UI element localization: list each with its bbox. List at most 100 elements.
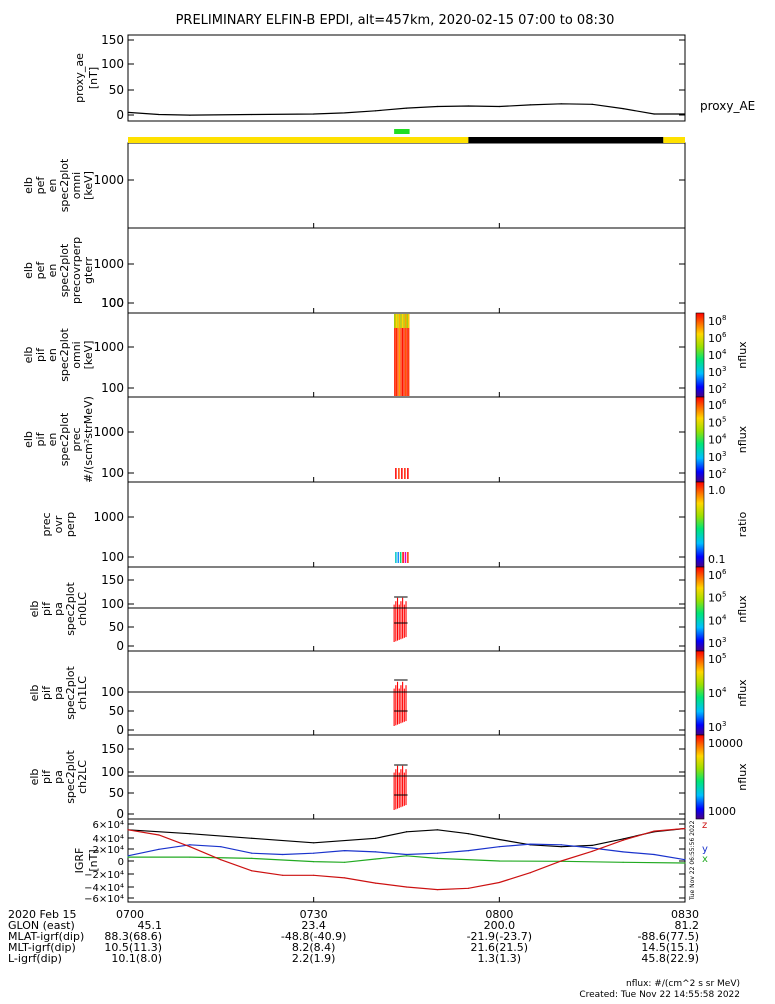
data-point bbox=[436, 852, 439, 854]
orbit-row-label: MLAT-igrf(dip) bbox=[8, 930, 84, 943]
spectrogram-bin bbox=[401, 314, 404, 396]
y-axis-label: pa bbox=[52, 686, 65, 700]
colorbar-tick: 105 bbox=[708, 415, 726, 429]
data-point bbox=[622, 861, 624, 863]
y-axis-label: elb bbox=[28, 601, 41, 618]
colorbar-8: 10000 1000 nflux bbox=[695, 734, 749, 820]
data-point bbox=[684, 827, 686, 830]
y-axis-label: pa bbox=[52, 602, 65, 616]
spectrogram-bin bbox=[404, 468, 406, 479]
colorbar-exponent: 4 bbox=[722, 686, 727, 694]
orbit-row: MLT-igrf(dip) 10.5(11.3) 8.2(8.4) 21.6(21.5… bbox=[8, 941, 699, 954]
legend-entry: y bbox=[702, 844, 708, 855]
y-axis-label: elb bbox=[28, 769, 41, 786]
y-axis-label: [nT] bbox=[87, 849, 100, 871]
colorbar-3: 108 106 104 103 102 nflux bbox=[695, 312, 749, 398]
data-point bbox=[622, 839, 624, 841]
spectrogram-bin bbox=[406, 314, 408, 328]
colorbar-exponent: 2 bbox=[722, 467, 726, 475]
y-axis-label: prec bbox=[70, 427, 83, 451]
data-point bbox=[251, 113, 253, 116]
y-axis-label: [nT] bbox=[87, 67, 100, 89]
colorbar-label: ratio bbox=[736, 512, 749, 538]
y-tick-label: 1000 bbox=[93, 340, 124, 354]
series-line-2 bbox=[128, 855, 686, 864]
legend-entry: z bbox=[702, 820, 707, 831]
data-point bbox=[282, 853, 284, 856]
panel-frame bbox=[127, 396, 686, 483]
data-point bbox=[653, 113, 655, 115]
colorbar-tick: 103 bbox=[708, 365, 726, 379]
y-tick-label: 150 bbox=[101, 33, 124, 47]
status-segment bbox=[128, 137, 469, 143]
data-point bbox=[467, 850, 469, 852]
colorbar-exponent: 4 bbox=[722, 348, 727, 356]
y-tick-label: 0 bbox=[116, 108, 124, 122]
spectrogram-bin bbox=[394, 314, 396, 328]
colorbar-label: nflux bbox=[736, 341, 749, 369]
data-point bbox=[591, 847, 593, 849]
spectrogram-bin bbox=[403, 314, 405, 328]
data-point bbox=[498, 105, 500, 108]
prec-bins bbox=[398, 468, 400, 479]
data-point bbox=[344, 112, 346, 114]
colorbar-scale bbox=[695, 312, 705, 398]
data-point bbox=[313, 113, 315, 115]
data-point bbox=[405, 855, 408, 857]
colorbar-7: 105 104 103 nflux bbox=[695, 650, 749, 736]
y-tick-label: 1000 bbox=[93, 257, 124, 271]
spectrogram-bin bbox=[395, 468, 397, 479]
units-note: nflux: #/(cm^2 s sr MeV) bbox=[626, 979, 740, 989]
colorbar-tick: 102 bbox=[708, 382, 726, 396]
orbit-value: 14.5(15.1) bbox=[641, 941, 699, 954]
orbit-value: 1.3(1.3) bbox=[478, 952, 522, 965]
spectrogram-bin bbox=[397, 314, 399, 328]
data-point bbox=[251, 870, 253, 872]
data-point bbox=[498, 860, 500, 862]
y-axis-label: spec2plot bbox=[58, 412, 71, 466]
plot-title: PRELIMINARY ELFIN-B EPDI, alt=457km, 202… bbox=[176, 13, 615, 28]
data-point bbox=[374, 837, 377, 839]
data-point bbox=[467, 887, 469, 889]
y-axis-label: omni bbox=[70, 172, 83, 199]
colorbar-exponent: 4 bbox=[722, 613, 727, 621]
y-axis-label: spec2plot bbox=[58, 243, 71, 297]
y-tick-label: 100 bbox=[101, 57, 124, 71]
spectrogram-bin bbox=[395, 314, 398, 328]
data-point bbox=[158, 113, 160, 116]
y-tick-label: 0 bbox=[118, 857, 124, 868]
y-tick-label: 100 bbox=[101, 296, 124, 310]
data-point bbox=[436, 829, 439, 831]
colorbar-exponent: 5 bbox=[722, 591, 726, 599]
y-tick-label: 50 bbox=[109, 620, 124, 634]
panel-3: 1000 100 elb pif en spec2plot omni [keV] bbox=[22, 312, 686, 398]
panel-7: 100 50 0 elb pif pa spec2plot ch1LC bbox=[28, 650, 686, 737]
y-tick-label: 1000 bbox=[93, 173, 124, 187]
data-point bbox=[374, 851, 377, 853]
y-axis-label: elb bbox=[22, 177, 35, 194]
spectrogram-bin bbox=[407, 552, 409, 563]
data-point bbox=[374, 858, 377, 860]
data-point bbox=[622, 108, 624, 110]
data-point bbox=[189, 844, 191, 846]
colorbar-scale bbox=[695, 650, 705, 736]
data-point bbox=[158, 848, 160, 850]
data-point bbox=[251, 852, 253, 854]
data-point bbox=[405, 831, 408, 833]
y-axis-label: spec2plot bbox=[58, 158, 71, 212]
y-axis-label: proxy_ae bbox=[73, 53, 86, 103]
colorbar-tick: 0.1 bbox=[708, 553, 726, 566]
data-point bbox=[313, 852, 315, 854]
spectrogram-bin bbox=[398, 314, 401, 328]
y-axis-label: pif bbox=[40, 769, 53, 784]
ratio-bins bbox=[402, 552, 404, 563]
data-point bbox=[251, 857, 253, 860]
y-axis-label: pif bbox=[34, 347, 47, 362]
orbit-value: 10.5(11.3) bbox=[104, 941, 162, 954]
spectrogram-bin bbox=[398, 314, 401, 396]
data-point bbox=[313, 861, 315, 863]
colorbar-tick: 103 bbox=[708, 450, 726, 464]
data-point bbox=[560, 860, 562, 862]
data-point bbox=[374, 110, 377, 112]
